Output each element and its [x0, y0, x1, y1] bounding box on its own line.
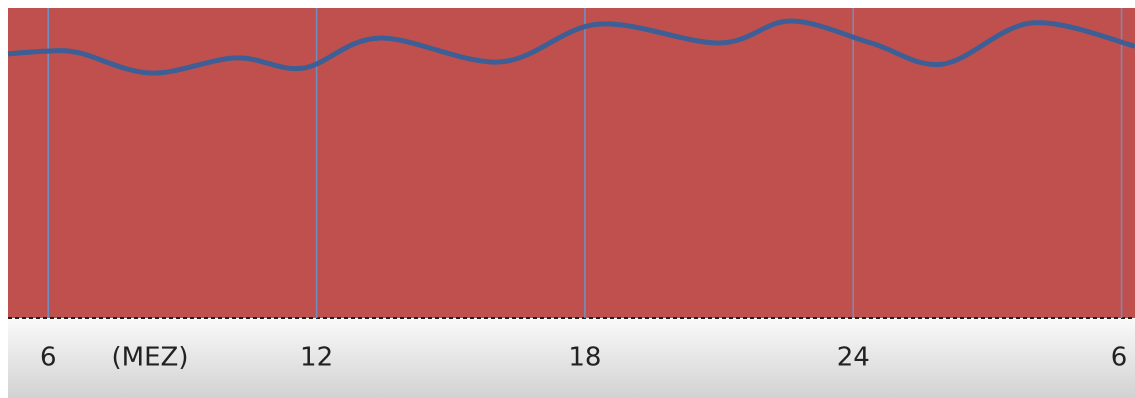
x-tick-label: 24 [837, 343, 870, 373]
x-tick-label: 12 [300, 343, 333, 373]
annotation: (MEZ) [112, 343, 189, 373]
x-tick-label: 18 [568, 343, 601, 373]
x-tick-label: 6 [40, 343, 57, 373]
plot-background [8, 8, 1135, 318]
x-tick-label: 6 [1111, 343, 1128, 373]
line [7, 18, 1135, 76]
axis-band [8, 318, 1135, 398]
